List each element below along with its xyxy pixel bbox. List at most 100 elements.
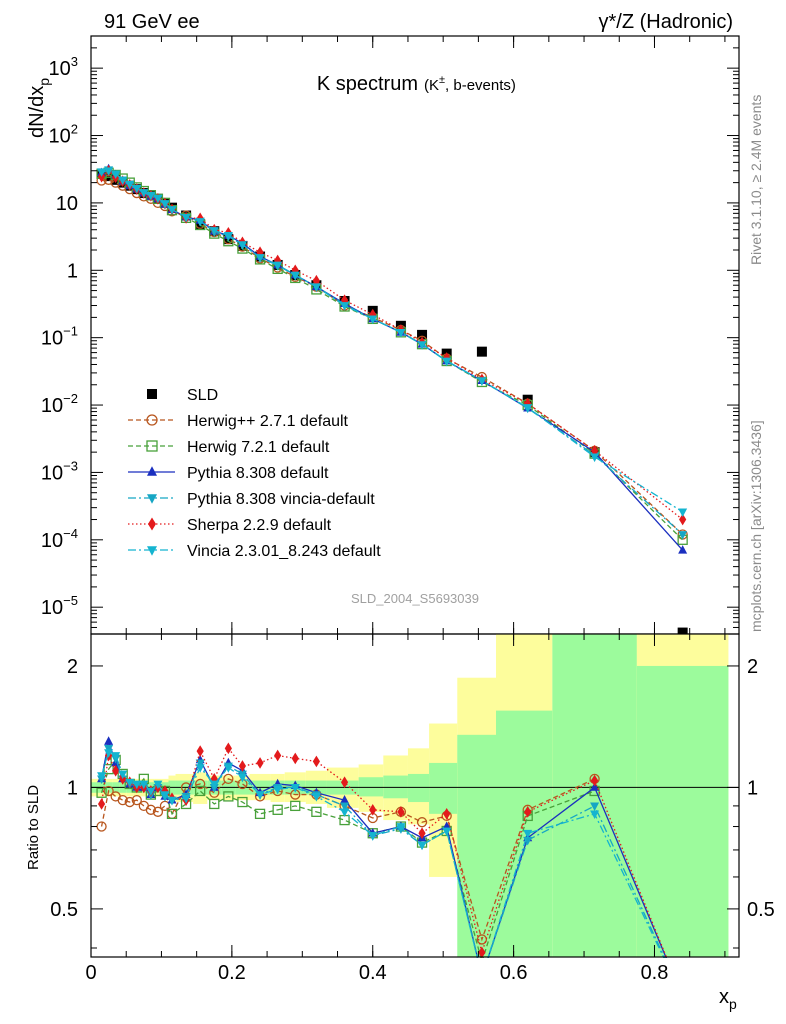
ratio-point	[476, 934, 488, 945]
ratio-y-axis-label: Ratio to SLD	[25, 785, 42, 870]
ratio-point	[523, 829, 533, 839]
data-point	[146, 191, 156, 201]
legend-label: Pythia 8.308 default	[187, 465, 329, 482]
ratio-point	[104, 749, 114, 758]
legend-marker	[147, 389, 157, 399]
x-axis-label: xp	[719, 986, 737, 1012]
legend-item: Vincia 2.3.01_8.243 default	[128, 543, 381, 560]
data-point	[160, 200, 170, 209]
data-point	[111, 170, 121, 180]
ratio-line	[100, 778, 595, 942]
ratio-point	[340, 794, 350, 804]
ratio-point	[153, 780, 163, 790]
ratio-point	[209, 798, 220, 810]
ratio-line	[100, 746, 684, 998]
data-point	[255, 254, 265, 263]
ratio-point	[139, 780, 149, 790]
y-tick-label: 10−4	[41, 526, 78, 552]
ratio-data-layer	[90, 634, 740, 998]
data-point	[181, 213, 191, 223]
ratio-point	[590, 802, 600, 812]
data-point	[290, 271, 300, 281]
data-point	[132, 184, 142, 194]
ratio-point	[166, 808, 178, 820]
ratio-point	[478, 946, 486, 959]
legend-marker	[146, 440, 158, 452]
ratio-y-tick-label: 2	[67, 656, 78, 678]
data-point	[678, 531, 688, 540]
x-tick-label: 0	[85, 962, 96, 984]
ratio-point	[254, 808, 266, 820]
ratio-point	[104, 736, 114, 745]
legend-label: Herwig++ 2.7.1 default	[187, 413, 349, 430]
ratio-panel: 0.5 0.5 1 1 2 2 0 0.2 0.4 0.6 0.8 Ratio to SLD xp	[25, 633, 775, 1012]
ratio-point	[397, 805, 405, 818]
ratio-point	[340, 808, 350, 818]
ratio-point	[311, 793, 321, 802]
y-tick-label: 10−1	[41, 324, 78, 350]
ratio-point	[274, 749, 282, 762]
ratio-point	[237, 796, 248, 808]
ratio-point	[237, 773, 247, 783]
ratio-point	[131, 794, 142, 806]
ratio-point	[196, 745, 204, 757]
series-mc-2	[96, 167, 688, 545]
ratio-point	[273, 785, 283, 795]
ratio-point	[195, 764, 205, 773]
legend-marker	[146, 414, 158, 426]
ratio-point	[146, 787, 156, 797]
ratio-point	[97, 798, 106, 810]
ratio-point	[152, 806, 164, 817]
data-point	[104, 167, 114, 176]
ratio-point	[145, 804, 157, 815]
green-band	[358, 777, 384, 797]
ratio-point	[117, 794, 128, 806]
legend-label: Pythia 8.308 vincia-default	[187, 491, 375, 508]
data-point	[153, 194, 163, 204]
ratio-point	[340, 802, 350, 812]
legend-item: Sherpa 2.2.9 default	[128, 517, 332, 534]
legend-marker	[147, 466, 157, 476]
ratio-y-tick-label-right: 2	[747, 656, 758, 678]
y-tick-label: 103	[49, 54, 78, 80]
data-point	[167, 206, 177, 215]
y-tick-label: 10−2	[41, 391, 78, 417]
green-band	[496, 710, 553, 957]
ratio-point	[442, 827, 452, 837]
x-tick-label: 0.6	[500, 962, 528, 984]
main-panel: 10−5 10−4 10−3 10−2 10−1 1 10 102 103 K spectrum…	[26, 35, 740, 638]
data-point	[477, 377, 487, 386]
ratio-point	[195, 785, 206, 797]
ratio-point	[417, 841, 427, 851]
data-point	[677, 627, 688, 638]
ratio-point	[223, 791, 234, 802]
ratio-point	[224, 742, 232, 755]
legend-item: Pythia 8.308 default	[128, 465, 329, 482]
ratio-series-5	[97, 749, 684, 998]
ratio-point	[368, 832, 378, 841]
data-point	[311, 283, 321, 292]
ratio-point	[96, 787, 107, 798]
ratio-point	[591, 774, 599, 787]
data-point	[591, 444, 599, 457]
analysis-watermark: SLD_2004_S5693039	[351, 591, 479, 606]
ratio-point	[443, 808, 451, 820]
data-point	[125, 180, 135, 190]
legend-label: SLD	[187, 387, 218, 404]
ratio-axis-ticks: 0.5 0.5 1 1 2 2 0 0.2 0.4 0.6 0.8	[50, 634, 775, 984]
legend-label: Herwig 7.2.1 default	[187, 439, 330, 456]
data-point	[340, 294, 349, 307]
ratio-point	[340, 776, 349, 789]
main-axis-ticks: 10−5 10−4 10−3 10−2 10−1 1 10 102 103	[41, 35, 739, 635]
ratio-point	[590, 782, 600, 791]
data-point	[237, 241, 247, 250]
data-point	[273, 261, 283, 271]
data-point	[118, 176, 128, 186]
ratio-point	[118, 770, 128, 780]
ratio-point	[96, 821, 107, 832]
series-data	[96, 168, 688, 638]
main-data-layer	[96, 163, 688, 638]
data-point	[195, 218, 205, 227]
series-mc-1	[96, 174, 688, 540]
ratio-point	[418, 827, 426, 840]
